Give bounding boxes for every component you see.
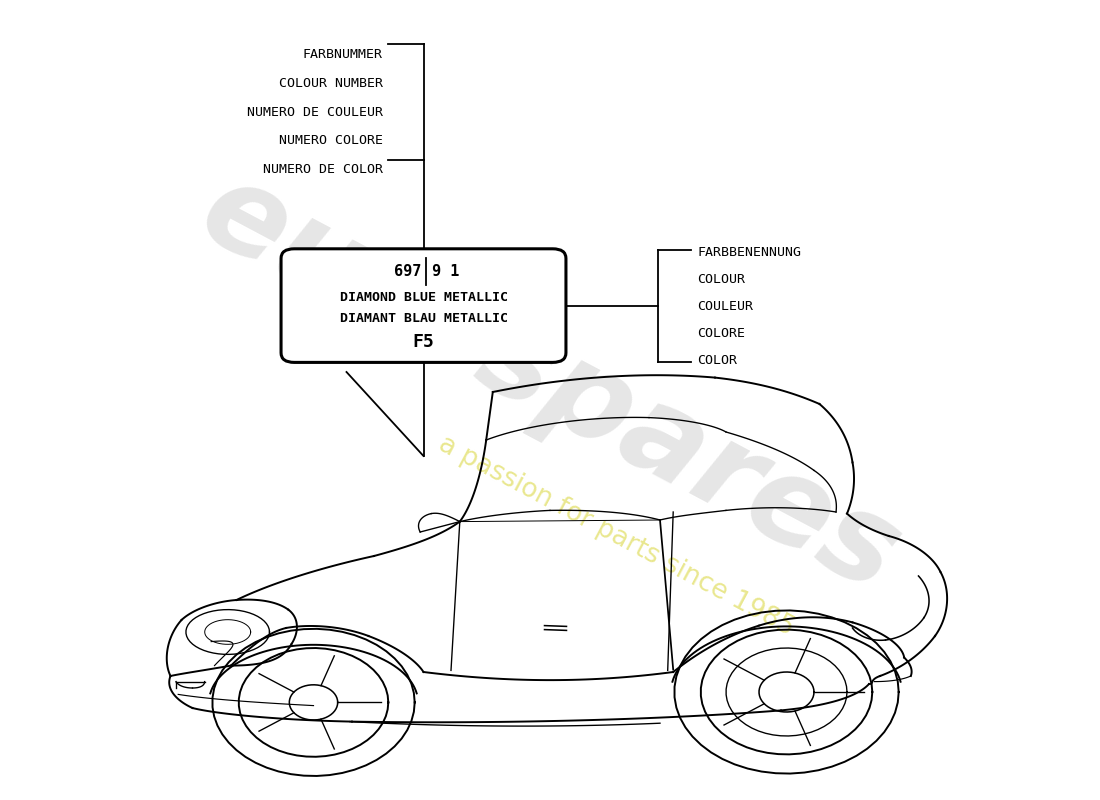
Text: NUMERO DE COLOR: NUMERO DE COLOR bbox=[263, 163, 383, 176]
Text: F5: F5 bbox=[412, 334, 434, 351]
Text: COLOUR NUMBER: COLOUR NUMBER bbox=[278, 77, 383, 90]
Text: eurospares: eurospares bbox=[182, 151, 918, 617]
Text: COLORE: COLORE bbox=[697, 327, 746, 340]
Text: 9 1: 9 1 bbox=[432, 264, 460, 278]
Text: a passion for parts since 1985: a passion for parts since 1985 bbox=[433, 431, 799, 641]
Text: COLOR: COLOR bbox=[697, 354, 737, 367]
Text: DIAMANT BLAU METALLIC: DIAMANT BLAU METALLIC bbox=[340, 312, 507, 325]
Text: FARBBENENNUNG: FARBBENENNUNG bbox=[697, 246, 802, 258]
FancyBboxPatch shape bbox=[282, 249, 565, 362]
Text: COULEUR: COULEUR bbox=[697, 300, 754, 313]
Text: COLOUR: COLOUR bbox=[697, 273, 746, 286]
Text: NUMERO COLORE: NUMERO COLORE bbox=[278, 134, 383, 147]
Text: FARBNUMMER: FARBNUMMER bbox=[302, 48, 383, 61]
Text: NUMERO DE COULEUR: NUMERO DE COULEUR bbox=[246, 106, 383, 118]
Text: 697: 697 bbox=[394, 264, 421, 278]
Text: DIAMOND BLUE METALLIC: DIAMOND BLUE METALLIC bbox=[340, 291, 507, 304]
